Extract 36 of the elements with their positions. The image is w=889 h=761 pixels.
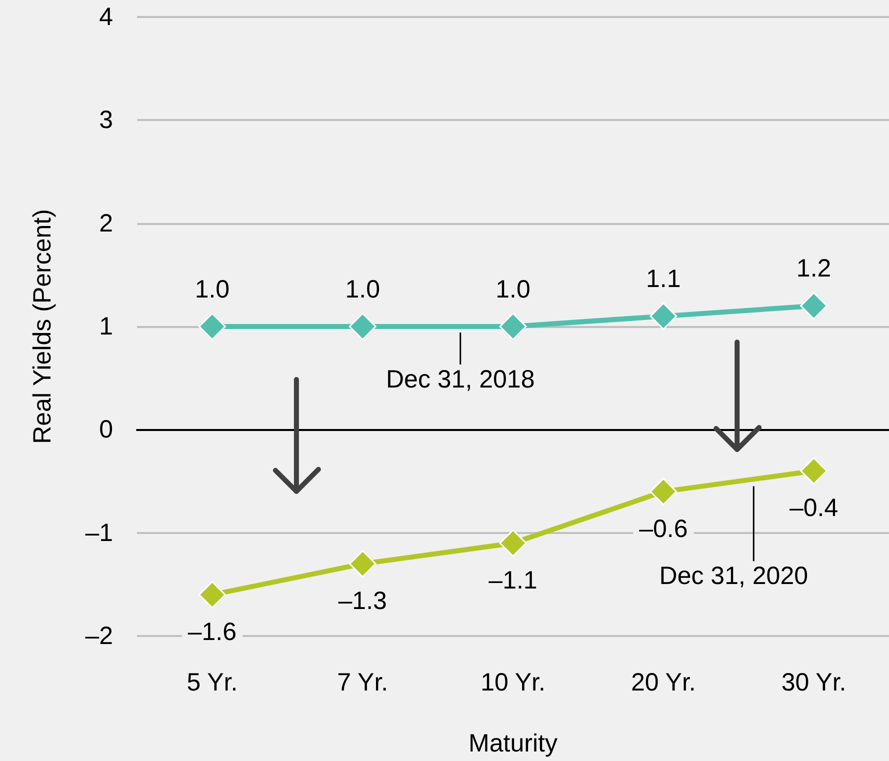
x-tick-label: 30 Yr. [781,668,846,696]
x-tick-label: 10 Yr. [480,668,546,696]
data-label: –1.1 [488,566,538,594]
x-axis-title: Maturity [468,730,558,758]
point [499,529,527,557]
data-label: –0.6 [639,514,688,543]
data-label: 1.1 [646,264,681,293]
data-label: –1.3 [338,587,387,616]
data-label: 1.2 [796,254,832,283]
data-label: 1.0 [345,275,380,304]
x-tick-label: 20 Yr. [630,668,696,696]
y-tick-label: 3 [99,106,113,134]
data-label: 1.0 [194,275,230,304]
point [800,457,828,485]
y-tick-label: 4 [99,3,114,31]
y-tick-label: 0 [99,416,113,444]
y-tick-label: –1 [85,518,113,547]
text: Dec 31, 2020 [659,562,808,590]
data-label: 1.0 [496,275,530,304]
point [198,312,226,340]
x-tick-label: 5 Yr. [186,668,238,696]
point [800,292,828,320]
series-label: Dec 31, 2018 [386,366,535,394]
point [348,550,376,578]
y-tick-label: 1 [99,312,113,340]
point [198,580,226,608]
data-label: –0.4 [789,494,838,522]
point [499,312,527,340]
point [650,478,678,506]
y-tick-label: 2 [99,209,113,238]
point [348,312,376,340]
x-tick-label: 7 Yr. [337,668,388,696]
y-axis-title: Real Yields (Percent) [28,209,56,444]
y-tick-label: –2 [85,622,113,650]
point [650,302,678,330]
data-label: –1.6 [188,618,237,646]
